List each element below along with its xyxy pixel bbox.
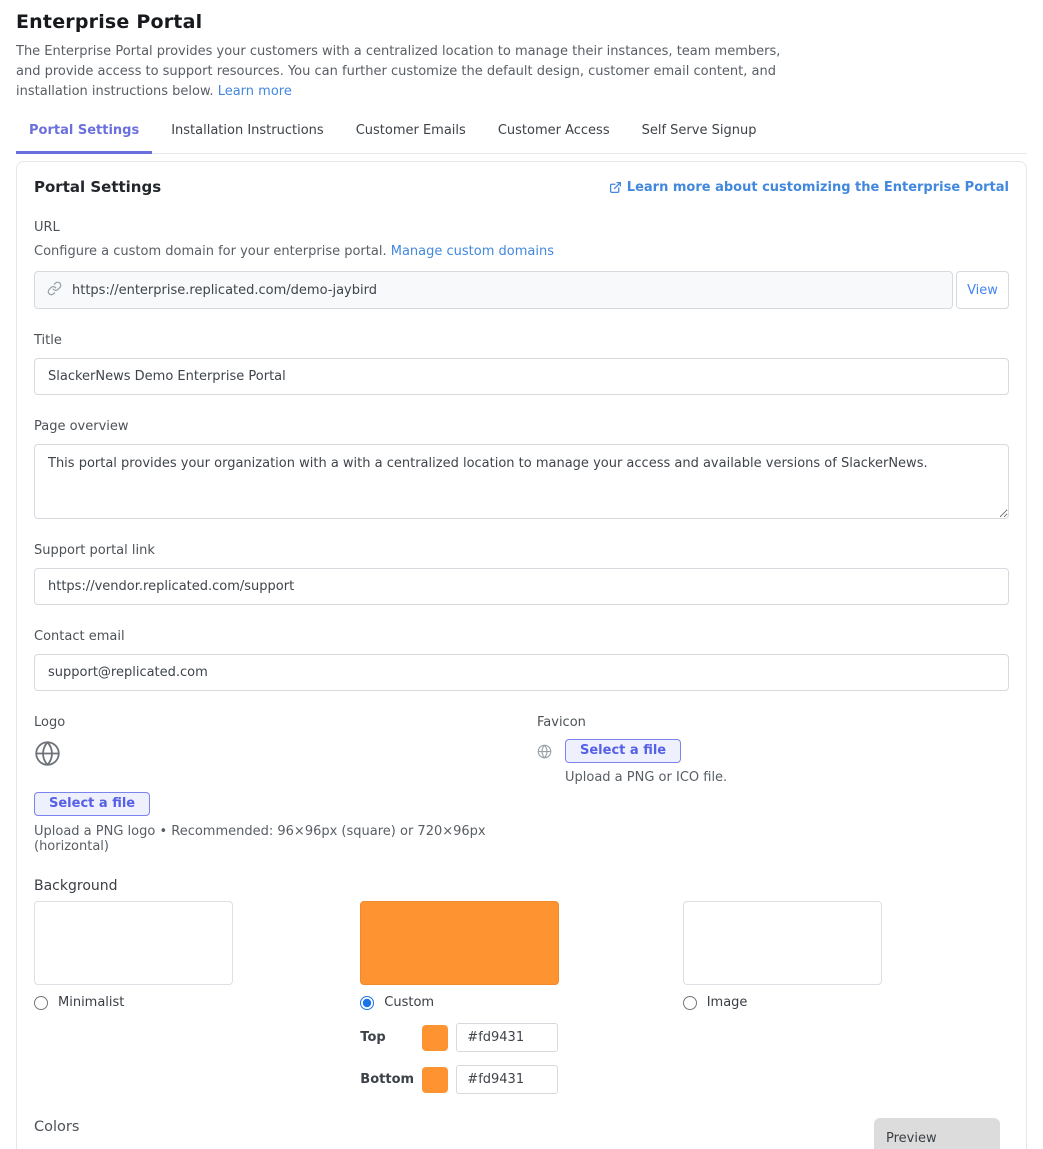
custom-radio-row: Custom bbox=[360, 995, 682, 1010]
card-title: Portal Settings bbox=[34, 178, 162, 197]
tab-portal-settings[interactable]: Portal Settings bbox=[16, 117, 153, 155]
tab-customer-emails[interactable]: Customer Emails bbox=[355, 123, 466, 139]
customize-docs-link-label: Learn more about customizing the Enterpr… bbox=[626, 179, 1009, 195]
image-preview[interactable] bbox=[682, 901, 882, 986]
favicon-body: Select a file Upload a PNG or ICO file. bbox=[537, 739, 1009, 785]
preview-label: Preview bbox=[886, 1131, 937, 1147]
customize-docs-link[interactable]: Learn more about customizing the Enterpr… bbox=[609, 180, 1009, 195]
url-label: URL bbox=[34, 220, 60, 236]
card-header: Portal Settings Learn more about customi… bbox=[34, 178, 1009, 196]
favicon-section: Favicon Select a file Upload a PNG or IC… bbox=[537, 715, 1009, 854]
custom-radio-label[interactable]: Custom bbox=[384, 995, 435, 1011]
logo-label: Logo bbox=[34, 715, 66, 731]
url-help: Configure a custom domain for your enter… bbox=[34, 244, 1009, 259]
enterprise-portal-page: Enterprise Portal The Enterprise Portal … bbox=[0, 11, 1043, 1149]
contact-email-input[interactable] bbox=[34, 654, 1009, 692]
manage-custom-domains-link[interactable]: Manage custom domains bbox=[390, 244, 554, 260]
background-top-row: Top bbox=[360, 1023, 682, 1053]
minimalist-preview[interactable] bbox=[34, 901, 233, 986]
favicon-placeholder-globe-icon bbox=[537, 744, 552, 763]
url-section: URL Configure a custom domain for your e… bbox=[34, 220, 1009, 310]
image-radio-label[interactable]: Image bbox=[706, 995, 748, 1011]
tab-installation-instructions[interactable]: Installation Instructions bbox=[171, 123, 324, 139]
minimalist-radio[interactable] bbox=[34, 995, 48, 1010]
url-input-group: View bbox=[34, 271, 1009, 310]
page-description-text: The Enterprise Portal provides your cust… bbox=[16, 44, 781, 100]
custom-radio[interactable] bbox=[360, 995, 375, 1010]
logo-favicon-row: Logo Select a file Upload a PNG logo • R… bbox=[34, 715, 1009, 854]
background-top-hex-input[interactable] bbox=[456, 1023, 559, 1053]
background-top-swatch[interactable] bbox=[422, 1024, 449, 1051]
view-button[interactable]: View bbox=[956, 271, 1009, 310]
background-bottom-hex-input[interactable] bbox=[456, 1065, 559, 1095]
minimalist-radio-label[interactable]: Minimalist bbox=[58, 995, 125, 1011]
background-label: Background bbox=[34, 878, 118, 895]
title-label: Title bbox=[34, 333, 62, 349]
title-section: Title bbox=[34, 333, 1009, 396]
title-input[interactable] bbox=[34, 358, 1009, 396]
logo-placeholder-globe-icon bbox=[34, 740, 537, 771]
logo-help-text: Upload a PNG logo • Recommended: 96×96px… bbox=[34, 824, 486, 855]
contact-email-section: Contact email bbox=[34, 629, 1009, 692]
favicon-select-file-button[interactable]: Select a file bbox=[565, 739, 682, 764]
page-overview-textarea[interactable]: This portal provides your organization w… bbox=[34, 444, 1009, 520]
tab-bar: Portal Settings Installation Instruction… bbox=[16, 117, 1027, 155]
favicon-label: Favicon bbox=[537, 715, 586, 731]
background-option-minimalist: Minimalist bbox=[34, 901, 360, 1094]
contact-email-label: Contact email bbox=[34, 629, 125, 645]
portal-settings-card: Portal Settings Learn more about customi… bbox=[16, 161, 1027, 1149]
image-radio-row: Image bbox=[682, 995, 1009, 1011]
background-option-custom: Custom Top Bottom bbox=[360, 901, 682, 1095]
page-overview-label: Page overview bbox=[34, 419, 129, 435]
link-icon bbox=[47, 281, 62, 300]
page-description: The Enterprise Portal provides your cust… bbox=[16, 42, 808, 102]
portal-url-input[interactable] bbox=[72, 282, 940, 298]
background-bottom-label: Bottom bbox=[360, 1072, 415, 1088]
background-bottom-swatch[interactable] bbox=[422, 1066, 449, 1093]
external-link-icon bbox=[609, 181, 622, 194]
minimalist-radio-row: Minimalist bbox=[34, 995, 360, 1010]
colors-section: Colors Primary Secondary Preview Button … bbox=[34, 1118, 1009, 1149]
support-portal-link-section: Support portal link bbox=[34, 543, 1009, 606]
logo-section: Logo Select a file Upload a PNG logo • R… bbox=[34, 715, 537, 854]
background-section: Background Minimalist Custom bbox=[34, 878, 1009, 1095]
page-title: Enterprise Portal bbox=[16, 11, 203, 33]
background-top-label: Top bbox=[360, 1030, 386, 1046]
tab-self-serve-signup[interactable]: Self Serve Signup bbox=[641, 123, 757, 139]
page-overview-section: Page overview This portal provides your … bbox=[34, 419, 1009, 520]
background-option-image: Image bbox=[682, 901, 1009, 1094]
favicon-help-text: Upload a PNG or ICO file. bbox=[565, 770, 728, 786]
favicon-upload-block: Select a file Upload a PNG or ICO file. bbox=[565, 739, 727, 785]
background-options: Minimalist Custom Top Bottom bbox=[34, 901, 1009, 1095]
learn-more-link[interactable]: Learn more bbox=[217, 84, 292, 100]
logo-select-file-button[interactable]: Select a file bbox=[34, 792, 151, 817]
colors-label: Colors bbox=[34, 1119, 80, 1136]
tab-customer-access[interactable]: Customer Access bbox=[497, 123, 610, 139]
url-input-wrap bbox=[34, 271, 953, 310]
support-portal-link-label: Support portal link bbox=[34, 543, 155, 559]
custom-preview[interactable] bbox=[360, 901, 560, 986]
background-bottom-row: Bottom bbox=[360, 1065, 682, 1095]
colors-preview-box: Preview Button Link bbox=[874, 1118, 1000, 1149]
image-radio[interactable] bbox=[682, 995, 697, 1010]
support-portal-link-input[interactable] bbox=[34, 568, 1009, 606]
url-help-text: Configure a custom domain for your enter… bbox=[34, 244, 387, 260]
